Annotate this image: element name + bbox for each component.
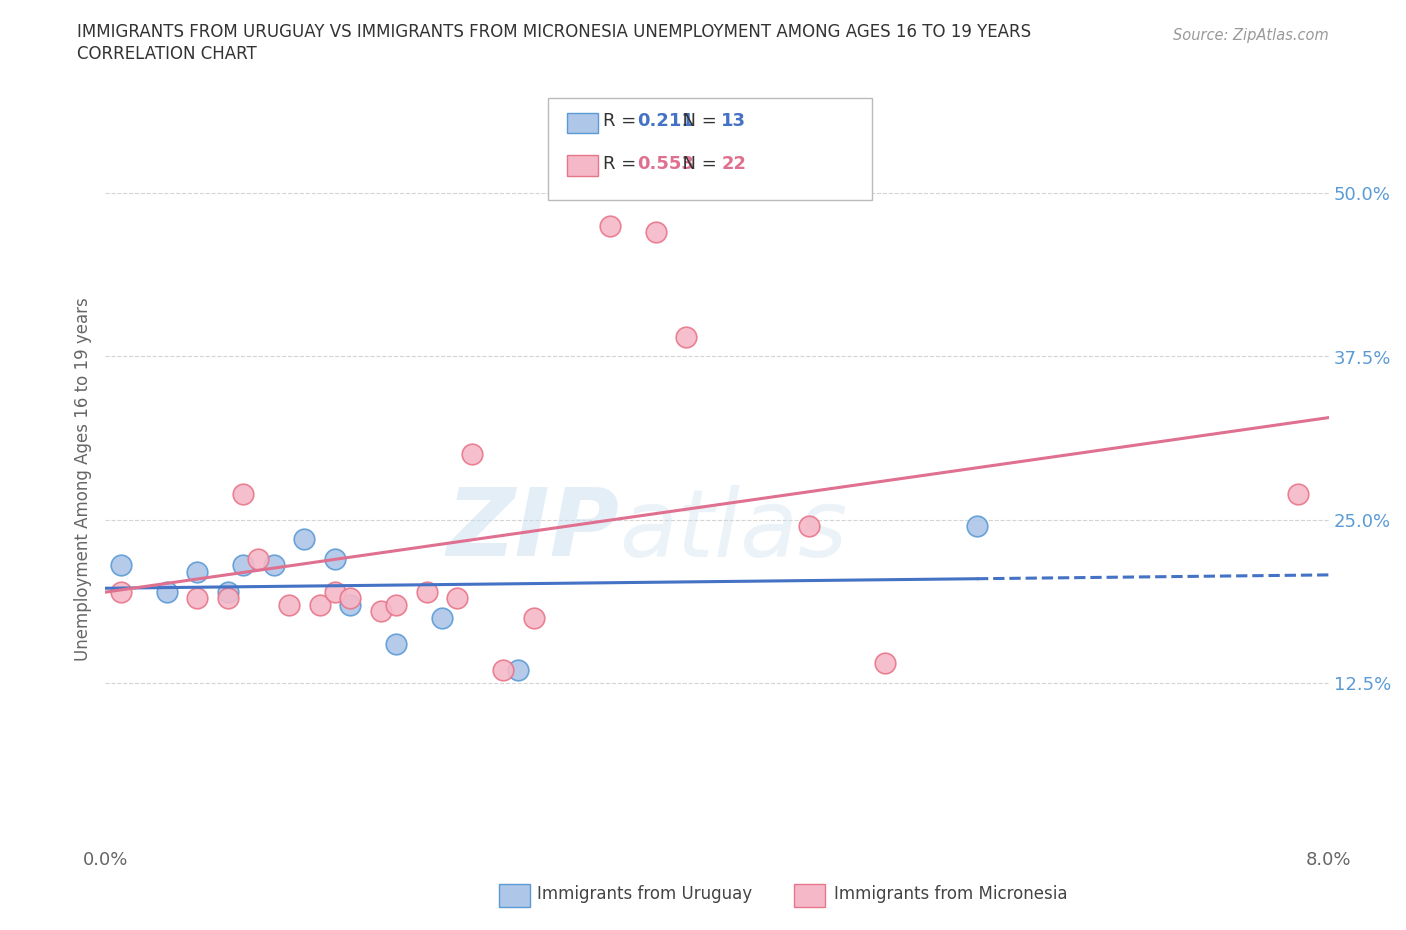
Text: atlas: atlas: [619, 485, 848, 576]
Point: [323, 584, 346, 599]
Point: [186, 565, 208, 579]
Point: [385, 636, 408, 651]
Point: [308, 597, 330, 612]
Point: [278, 597, 301, 612]
Point: [644, 225, 666, 240]
Point: [675, 329, 697, 344]
Point: [217, 584, 239, 599]
Point: [232, 558, 254, 573]
Text: R =: R =: [603, 154, 643, 173]
Text: IMMIGRANTS FROM URUGUAY VS IMMIGRANTS FROM MICRONESIA UNEMPLOYMENT AMONG AGES 16: IMMIGRANTS FROM URUGUAY VS IMMIGRANTS FR…: [77, 23, 1032, 41]
Text: ZIP: ZIP: [446, 485, 619, 577]
Point: [461, 447, 484, 462]
Point: [966, 519, 988, 534]
Text: N =: N =: [671, 112, 723, 130]
Point: [186, 591, 208, 605]
Point: [797, 519, 820, 534]
Text: N =: N =: [671, 154, 723, 173]
Point: [323, 551, 346, 566]
Point: [385, 597, 408, 612]
Point: [430, 610, 453, 625]
Point: [110, 558, 132, 573]
Text: 0.211: 0.211: [637, 112, 693, 130]
Point: [523, 610, 546, 625]
Y-axis label: Unemployment Among Ages 16 to 19 years: Unemployment Among Ages 16 to 19 years: [73, 297, 91, 661]
Text: Immigrants from Uruguay: Immigrants from Uruguay: [537, 884, 752, 903]
Point: [492, 662, 515, 677]
Point: [446, 591, 468, 605]
Point: [292, 532, 315, 547]
Point: [508, 662, 530, 677]
Text: Source: ZipAtlas.com: Source: ZipAtlas.com: [1173, 28, 1329, 43]
Point: [875, 656, 897, 671]
Point: [1286, 486, 1309, 501]
Text: Immigrants from Micronesia: Immigrants from Micronesia: [834, 884, 1067, 903]
Point: [339, 591, 361, 605]
Text: R =: R =: [603, 112, 643, 130]
Point: [247, 551, 270, 566]
Point: [339, 597, 361, 612]
Text: 22: 22: [721, 154, 747, 173]
Point: [370, 604, 392, 618]
Point: [110, 584, 132, 599]
Text: 0.553: 0.553: [637, 154, 693, 173]
Point: [599, 219, 621, 233]
Point: [263, 558, 285, 573]
Point: [415, 584, 437, 599]
Text: CORRELATION CHART: CORRELATION CHART: [77, 45, 257, 62]
Point: [217, 591, 239, 605]
Text: 13: 13: [721, 112, 747, 130]
Point: [232, 486, 254, 501]
Point: [155, 584, 177, 599]
